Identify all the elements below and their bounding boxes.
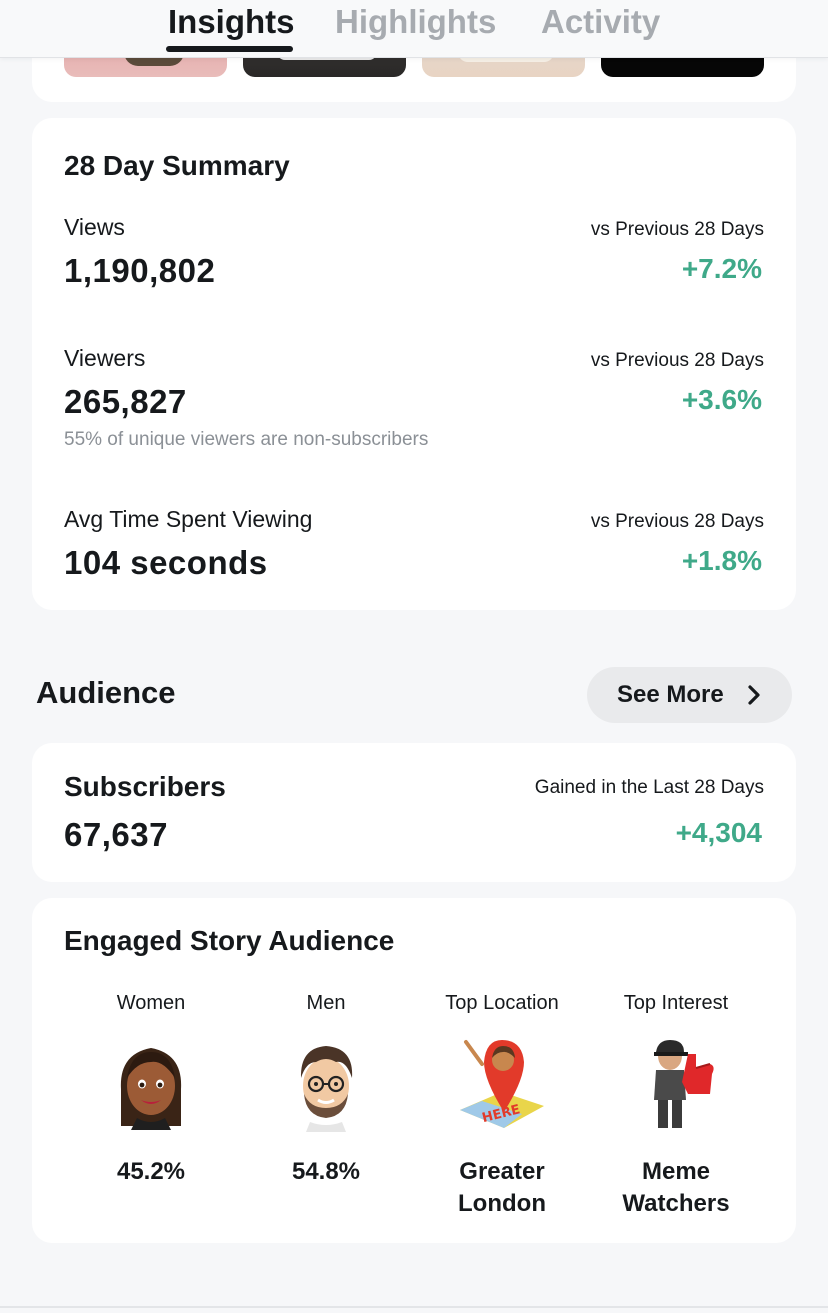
im-here-location-icon: HERE [460,1040,544,1128]
avg-time-value: 104 seconds [64,544,268,581]
views-compare-label: vs Previous 28 Days [590,219,764,240]
top-interest-label: Top Interest [623,992,729,1014]
subscribers-label: Subscribers [64,771,226,802]
bitmoji-man-icon [300,1046,353,1132]
viewers-label: Viewers [64,345,146,371]
viewers-compare-label: vs Previous 28 Days [590,350,764,371]
audience-title: Audience [36,675,176,710]
men-label: Men [306,992,346,1014]
subscribers-change: +4,304 [675,817,762,848]
women-label: Women [116,992,186,1014]
viewers-note: 55% of unique viewers are non-subscriber… [64,429,429,450]
demographic-top-location: Top Location HERE Greater London [417,990,587,1220]
subscribers-value: 67,637 [64,816,168,853]
bitmoji-woman-icon [120,1048,182,1130]
active-tab-indicator [166,46,293,52]
bottom-divider [0,1306,828,1308]
viewers-change: +3.6% [681,384,762,415]
women-value: 45.2% [116,1158,186,1185]
engaged-audience-card: Engaged Story Audience Women 45.2% Men [32,898,796,1243]
demographic-men: Men 54.8% [241,990,411,1188]
avg-time-label: Avg Time Spent Viewing [64,506,313,532]
foam-finger-icon [654,1040,714,1128]
subscribers-card: Subscribers 67,637 Gained in the Last 28… [32,743,796,882]
engaged-title: Engaged Story Audience [64,925,395,956]
views-value: 1,190,802 [64,252,216,289]
chevron-right-icon [748,685,760,705]
tab-activity[interactable]: Activity [541,3,661,40]
subscribers-compare-label: Gained in the Last 28 Days [534,777,764,798]
men-value: 54.8% [291,1158,361,1185]
views-change: +7.2% [681,253,762,284]
summary-card: 28 Day Summary Views 1,190,802 vs Previo… [32,118,796,610]
demographic-top-interest: Top Interest Meme Watchers [591,990,761,1220]
viewers-value: 265,827 [64,383,187,420]
top-interest-value: Meme Watchers [591,1156,761,1220]
top-location-value: Greater London [417,1156,587,1220]
avg-time-change: +1.8% [681,545,762,576]
top-location-line1: Greater [459,1158,545,1185]
views-label: Views [64,214,125,240]
avg-time-compare-label: vs Previous 28 Days [590,511,764,532]
demographic-women: Women 45.2% [66,990,236,1188]
tab-insights[interactable]: Insights [168,3,295,40]
tab-highlights[interactable]: Highlights [335,3,497,40]
top-location-label: Top Location [445,992,559,1014]
see-more-button[interactable]: See More [587,667,792,723]
top-location-line2: London [458,1190,546,1217]
see-more-label: See More [617,681,724,708]
top-tab-bar: Insights Highlights Activity [0,0,828,58]
top-interest-line2: Watchers [622,1190,730,1217]
top-interest-line1: Meme [641,1158,711,1185]
summary-title: 28 Day Summary [64,150,290,181]
